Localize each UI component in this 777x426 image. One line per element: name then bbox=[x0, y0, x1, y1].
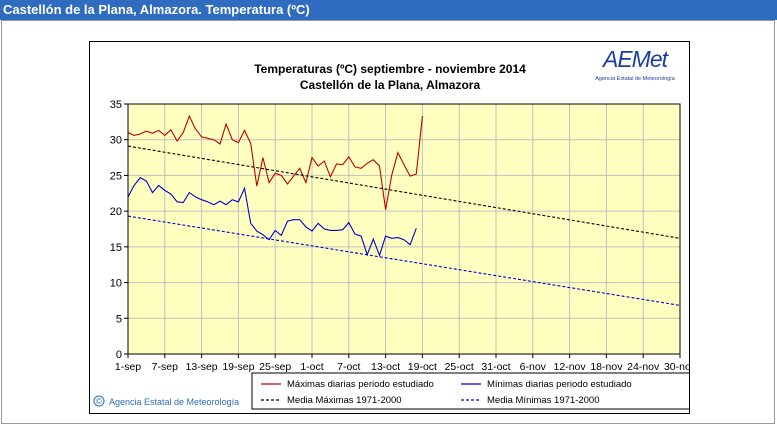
y-tick-label: 30 bbox=[110, 135, 122, 147]
x-tick-label: 30-nov bbox=[664, 361, 689, 373]
y-tick-label: 25 bbox=[110, 170, 122, 182]
legend-label-0: Máximas diarias periodo estudiado bbox=[287, 379, 434, 390]
plot-background bbox=[127, 103, 681, 355]
series-line-0 bbox=[127, 114, 423, 210]
plot-border bbox=[127, 103, 681, 355]
legend-label-1: Mínimas diarias periodo estudiado bbox=[487, 379, 632, 390]
x-tick-label: 7-sep bbox=[152, 361, 178, 373]
series-line-2 bbox=[127, 145, 681, 239]
y-tick-label: 10 bbox=[110, 278, 122, 290]
chart-svg: Temperaturas (ºC) septiembre - noviembre… bbox=[93, 46, 697, 410]
content-frame bbox=[1, 20, 775, 424]
y-tick-label: 20 bbox=[110, 206, 122, 218]
legend-label-2: Media Máximas 1971-2000 bbox=[287, 395, 402, 406]
y-tick-label: 35 bbox=[110, 99, 122, 111]
y-tick-label: 5 bbox=[116, 313, 122, 325]
x-tick-label: 1-oct bbox=[300, 361, 323, 373]
y-tick-label: 0 bbox=[116, 349, 122, 361]
x-tick-label: 19-sep bbox=[222, 361, 254, 373]
chart-title: Temperaturas (ºC) septiembre - noviembre… bbox=[254, 62, 526, 76]
chart-legend: Máximas diarias periodo estudiado Mínimas… bbox=[251, 372, 692, 410]
legend-label-3: Media Mínimas 1971-2000 bbox=[487, 395, 599, 406]
x-tick-label: 6-nov bbox=[520, 361, 547, 373]
x-tick-label: 13-sep bbox=[186, 361, 218, 373]
x-tick-label: 25-sep bbox=[259, 361, 291, 373]
series-line-3 bbox=[127, 215, 681, 306]
chart-panel: Temperaturas (ºC) septiembre - noviembre… bbox=[89, 41, 697, 414]
x-tick-label: 19-oct bbox=[408, 361, 437, 373]
chart-subtitle: Castellón de la Plana, Almazora bbox=[300, 78, 481, 92]
y-tick-label: 15 bbox=[110, 242, 122, 254]
footer-credit: © Agencia Estatal de Meteorología bbox=[93, 395, 239, 407]
footer-text: Agencia Estatal de Meteorología bbox=[109, 397, 239, 407]
x-tick-label: 7-oct bbox=[337, 361, 360, 373]
series-line-1 bbox=[127, 176, 417, 258]
copyright-symbol: © bbox=[96, 397, 102, 406]
x-tick-label: 1-sep bbox=[115, 361, 141, 373]
window-title: Castellón de la Plana, Almazora. Tempera… bbox=[0, 0, 777, 20]
aemet-logo: AEMet Agencia Estatal de Meteorología bbox=[595, 46, 675, 82]
x-tick-label: 31-oct bbox=[481, 361, 510, 373]
logo-subtitle: Agencia Estatal de Meteorología bbox=[595, 76, 675, 82]
logo-text: AEMet bbox=[601, 46, 670, 72]
x-tick-label: 13-oct bbox=[371, 361, 400, 373]
x-tick-label: 25-oct bbox=[445, 361, 474, 373]
x-tick-label: 12-nov bbox=[554, 361, 587, 373]
x-tick-label: 24-nov bbox=[627, 361, 660, 373]
x-tick-label: 18-nov bbox=[590, 361, 623, 373]
